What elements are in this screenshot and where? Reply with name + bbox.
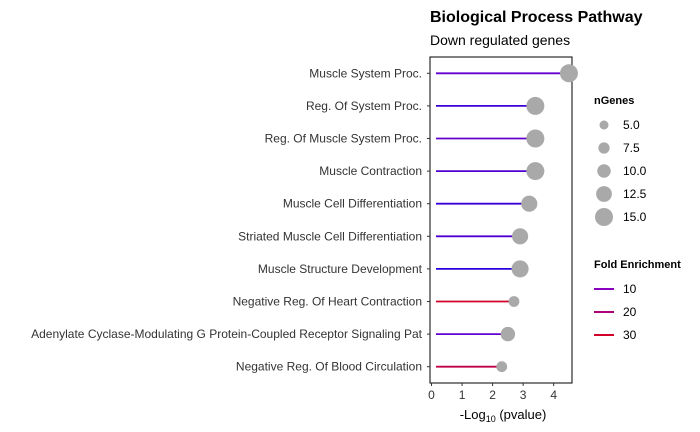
category-label-reg-of-muscle-system-proc: Reg. Of Muscle System Proc. <box>265 132 422 146</box>
x-tick-label-4: 4 <box>550 388 557 402</box>
x-axis-label: -Log10 (pvalue) <box>460 407 547 424</box>
legend-ngenes-key-10-0 <box>597 164 611 178</box>
legend-ngenes-label-15-0: 15.0 <box>623 210 647 224</box>
category-label-negative-reg-of-blood-circulation: Negative Reg. Of Blood Circulation <box>236 360 422 374</box>
x-axis: 0 1 2 3 4 <box>428 383 557 402</box>
category-label-negative-reg-of-heart-contraction: Negative Reg. Of Heart Contraction <box>233 295 422 309</box>
category-label-striated-muscle-cell-differentiation: Striated Muscle Cell Differentiation <box>238 229 422 243</box>
x-tick-label-2: 2 <box>489 388 496 402</box>
x-axis-label-main: -Log <box>460 407 486 422</box>
legend-ngenes-label-5-0: 5.0 <box>623 118 640 132</box>
x-tick-label-0: 0 <box>428 388 435 402</box>
chart-marks: Muscle System Proc. Reg. Of System Proc. R… <box>31 64 578 374</box>
legend-ngenes-label-12-5: 12.5 <box>623 187 647 201</box>
x-axis-label-subscript: 10 <box>486 414 496 424</box>
lollipop-point-negative-reg-of-heart-contraction <box>508 296 520 307</box>
legend-ngenes-key-12-5 <box>596 186 612 202</box>
lollipop-point-muscle-cell-differentiation <box>521 195 538 212</box>
x-axis-label-tail: (pvalue) <box>496 407 547 422</box>
category-label-muscle-structure-development: Muscle Structure Development <box>258 262 423 276</box>
legend-fold-enrichment: Fold Enrichment 10 20 30 <box>594 259 681 342</box>
legend-ngenes-title: nGenes <box>594 95 634 107</box>
legend-ngenes: nGenes 5.0 7.5 10.0 12.5 15.0 <box>594 95 647 226</box>
category-label-muscle-system-proc: Muscle System Proc. <box>309 66 422 80</box>
legend-ngenes-key-5-0 <box>599 120 609 130</box>
lollipop-point-negative-reg-of-blood-circulation <box>496 361 508 373</box>
x-tick-label-1: 1 <box>459 388 466 402</box>
legend-ngenes-label-7-5: 7.5 <box>623 141 640 155</box>
legend-ngenes-key-15-0 <box>595 208 613 226</box>
lollipop-point-adenylate-cyclase-modulating-g-protein-coupled-receptor-signaling-pat <box>500 326 516 342</box>
chart-subtitle: Down regulated genes <box>430 32 570 48</box>
category-label-reg-of-system-proc: Reg. Of System Proc. <box>306 99 422 113</box>
lollipop-point-muscle-system-proc <box>559 64 578 83</box>
category-label-adenylate-cyclase-modulating-g-protein-coupled-receptor-signaling-pat: Adenylate Cyclase-Modulating G Protein-C… <box>31 327 423 341</box>
legend-ngenes-label-10-0: 10.0 <box>623 164 647 178</box>
legend-fold-label-30: 30 <box>623 328 637 342</box>
legend-fold-label-10: 10 <box>623 282 637 296</box>
legend-fold-enrichment-title: Fold Enrichment <box>594 259 681 271</box>
lollipop-point-muscle-contraction <box>526 162 545 181</box>
lollipop-point-striated-muscle-cell-differentiation <box>511 228 529 245</box>
legend-ngenes-key-7-5 <box>598 142 610 154</box>
lollipop-point-reg-of-system-proc <box>526 96 545 115</box>
chart-title: Biological Process Pathway <box>430 9 643 26</box>
lollipop-point-muscle-structure-development <box>511 260 529 278</box>
category-label-muscle-contraction: Muscle Contraction <box>319 164 422 178</box>
lollipop-point-reg-of-muscle-system-proc <box>526 129 545 148</box>
x-tick-label-3: 3 <box>520 388 527 402</box>
plot-panel <box>429 56 573 384</box>
legend-fold-label-20: 20 <box>623 305 637 319</box>
category-label-muscle-cell-differentiation: Muscle Cell Differentiation <box>283 197 422 211</box>
